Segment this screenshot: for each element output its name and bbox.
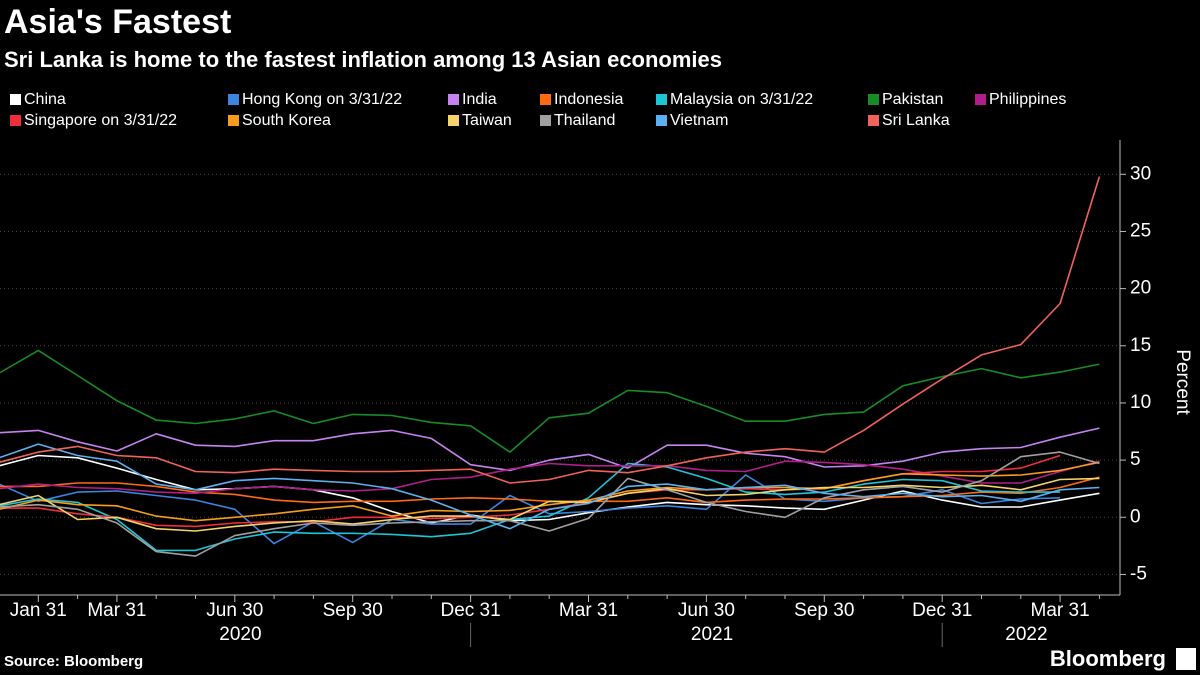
x-tick-label: Jun 30 xyxy=(206,600,263,621)
legend-swatch xyxy=(868,94,879,105)
brand-logo: Bloomberg xyxy=(1050,646,1166,671)
chart-subtitle: Sri Lanka is home to the fastest inflati… xyxy=(4,47,722,72)
legend-swatch xyxy=(448,94,459,105)
x-tick-label: Mar 31 xyxy=(559,600,618,621)
legend-swatch xyxy=(228,115,239,126)
legend-label: India xyxy=(462,91,497,108)
y-tick-label: 15 xyxy=(1130,335,1151,356)
series-line xyxy=(0,477,1100,532)
series-line xyxy=(0,461,1100,522)
legend-label: China xyxy=(24,91,66,108)
x-tick-label: Mar 31 xyxy=(1031,600,1090,621)
legend-label: Pakistan xyxy=(882,91,943,108)
legend-label: Singapore on 3/31/22 xyxy=(24,112,177,129)
series-line xyxy=(0,427,1100,472)
series-line xyxy=(0,451,1100,557)
legend-swatch xyxy=(10,115,21,126)
y-tick-label: -5 xyxy=(1130,563,1147,584)
y-tick-label: 25 xyxy=(1130,220,1151,241)
legend-swatch xyxy=(540,94,551,105)
x-tick-label: Dec 31 xyxy=(440,600,500,621)
x-tick-label: Jan 31 xyxy=(10,600,67,621)
legend-label: Vietnam xyxy=(670,112,728,129)
y-tick-label: 5 xyxy=(1130,449,1141,470)
series-line xyxy=(0,460,1100,495)
legend-swatch xyxy=(228,94,239,105)
legend-label: Thailand xyxy=(554,112,615,129)
legend-swatch xyxy=(868,115,879,126)
legend-swatch xyxy=(975,94,986,105)
source: Source: Bloomberg xyxy=(4,653,143,670)
legend-label: South Korea xyxy=(242,112,331,129)
series-line xyxy=(0,454,1100,524)
x-tick-label: Sep 30 xyxy=(794,600,854,621)
legend-swatch xyxy=(540,115,551,126)
x-tick-label: Dec 31 xyxy=(912,600,972,621)
brand-icon xyxy=(1176,648,1196,670)
series-line xyxy=(0,349,1100,453)
legend-label: Taiwan xyxy=(462,112,512,129)
x-tick-label: Jun 30 xyxy=(678,600,735,621)
year-label: 2022 xyxy=(1005,624,1047,645)
legend-swatch xyxy=(10,94,21,105)
y-axis-label: Percent xyxy=(1172,349,1193,415)
x-tick-label: Mar 31 xyxy=(87,600,146,621)
y-tick-label: 10 xyxy=(1130,392,1151,413)
y-tick-label: 20 xyxy=(1130,278,1151,299)
legend-label: Philippines xyxy=(989,91,1066,108)
legend-label: Sri Lanka xyxy=(882,112,950,129)
year-label: 2020 xyxy=(219,624,261,645)
series-line xyxy=(0,462,1061,552)
y-tick-label: 30 xyxy=(1130,163,1151,184)
series-line xyxy=(0,176,1101,484)
legend-swatch xyxy=(656,94,667,105)
legend-label: Malaysia on 3/31/22 xyxy=(670,91,813,108)
series-line xyxy=(0,443,1100,530)
y-tick-label: 0 xyxy=(1130,506,1141,527)
legend-swatch xyxy=(448,115,459,126)
legend-label: Indonesia xyxy=(554,91,623,108)
legend-label: Hong Kong on 3/31/22 xyxy=(242,91,402,108)
chart-title: Asia's Fastest xyxy=(4,3,231,41)
x-tick-label: Sep 30 xyxy=(323,600,383,621)
year-label: 2021 xyxy=(691,624,733,645)
legend-swatch xyxy=(656,115,667,126)
